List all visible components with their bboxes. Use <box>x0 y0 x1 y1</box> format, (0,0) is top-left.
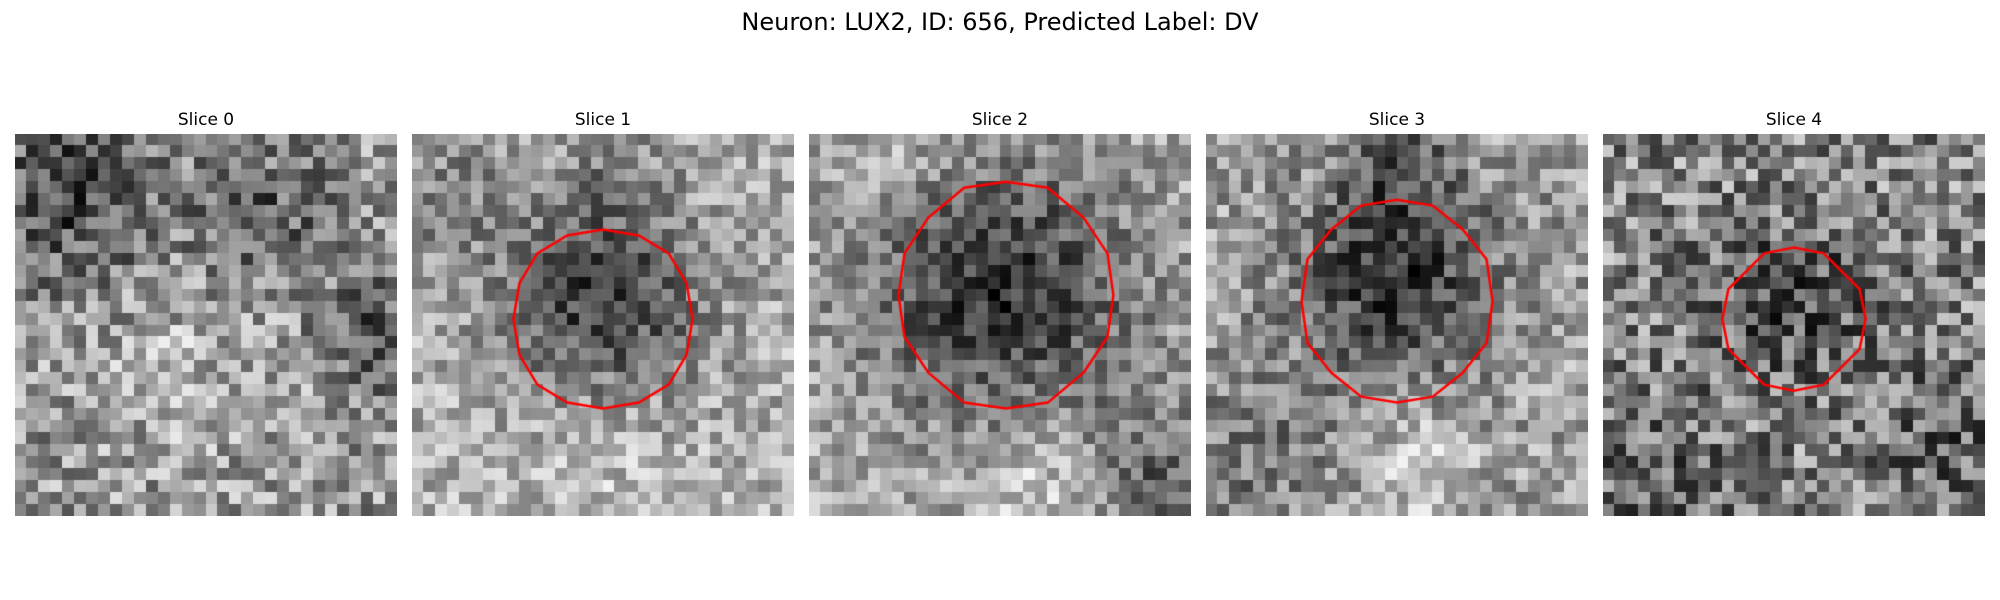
slice-title-1: Slice 1 <box>574 110 632 130</box>
slice-panel-0: Slice 0 <box>15 108 397 518</box>
slice-panel-1: Slice 1 <box>412 108 794 518</box>
slice-image-3 <box>1206 134 1588 516</box>
slice-panel-2: Slice 2 <box>809 108 1191 518</box>
slice-panel-3: Slice 3 <box>1206 108 1588 518</box>
slice-title-2: Slice 2 <box>971 110 1029 130</box>
slice-image-0 <box>15 134 397 516</box>
slice-image-2 <box>809 134 1191 516</box>
slice-image-1 <box>412 134 794 516</box>
slice-title-3: Slice 3 <box>1368 110 1426 130</box>
figure-title: Neuron: LUX2, ID: 656, Predicted Label: … <box>741 8 1259 36</box>
slice-panel-4: Slice 4 <box>1603 108 1985 518</box>
slice-title-4: Slice 4 <box>1765 110 1823 130</box>
slice-title-0: Slice 0 <box>177 110 235 130</box>
slice-image-4 <box>1603 134 1985 516</box>
